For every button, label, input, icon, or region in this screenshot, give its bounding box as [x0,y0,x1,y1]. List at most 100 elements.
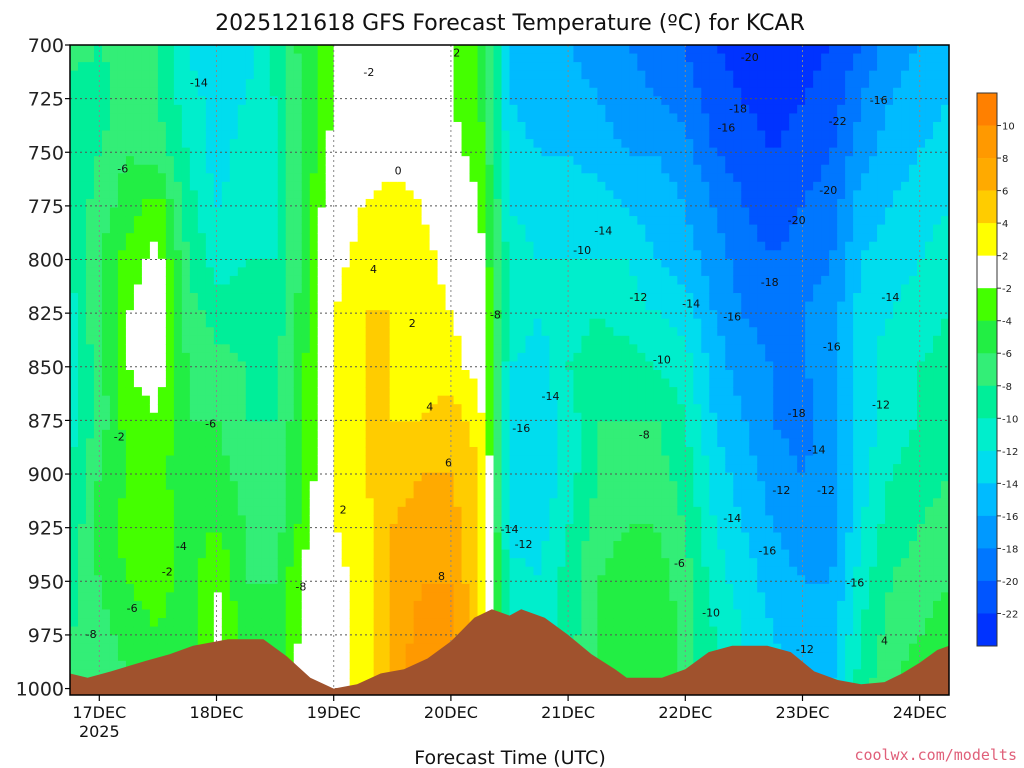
heat-cell [237,233,247,243]
heat-cell [101,404,111,414]
heat-cell [349,506,359,516]
heat-cell [573,395,583,405]
heat-cell [317,233,327,243]
heat-cell [357,532,367,542]
heat-cell [461,207,471,217]
heat-cell [381,87,391,97]
heat-cell [421,156,431,166]
heat-cell [453,301,463,311]
heat-cell [325,669,335,679]
heat-cell [173,318,183,328]
heat-cell [229,45,239,55]
heat-cell [421,412,431,422]
heat-cell [565,53,575,63]
heat-cell [573,387,583,397]
heat-cell [317,335,327,345]
heat-cell [397,113,407,123]
heat-cell [109,130,119,140]
heat-cell [397,489,407,499]
heat-cell [445,250,455,260]
heat-cell [517,113,527,123]
heat-cell [349,104,359,115]
heat-cell [493,438,503,448]
heat-cell [277,121,287,132]
heat-cell [397,566,407,576]
heat-cell [285,404,295,414]
heat-cell [197,472,207,482]
heat-cell [141,87,151,97]
heat-cell [93,267,103,277]
heat-cell [581,387,591,397]
heat-cell [285,635,295,645]
heat-cell [261,70,271,80]
heat-cell [581,284,591,294]
heat-cell [541,378,551,388]
heat-cell [269,121,279,132]
heat-cell [285,566,295,576]
heat-cell [109,378,119,388]
heat-cell [85,275,95,286]
heat-cell [413,515,423,525]
heat-cell [197,489,207,499]
heat-cell [573,523,583,534]
heat-cell [325,310,335,320]
heat-cell [173,498,183,508]
heat-cell [197,412,207,422]
heat-cell [373,121,383,132]
heat-cell [165,387,175,397]
heat-cell [573,275,583,286]
heat-cell [325,592,335,602]
heat-cell [525,464,535,474]
heat-cell [365,190,375,200]
heat-cell [293,421,303,431]
heat-cell [157,635,167,645]
heat-cell [77,96,87,106]
heat-cell [557,541,567,551]
heat-cell [429,472,439,482]
heat-cell [109,250,119,260]
heat-cell [157,421,167,431]
heat-cell [117,506,127,516]
heat-cell [573,156,583,166]
heat-cell [237,310,247,320]
heat-cell [325,464,335,474]
heat-cell [221,70,231,80]
heat-cell [429,164,439,174]
heat-cell [349,549,359,559]
heat-cell [429,532,439,542]
heat-cell [349,293,359,303]
heat-cell [149,190,159,200]
heat-cell [109,438,119,448]
heat-cell [277,515,287,525]
heat-cell [189,566,199,576]
heat-cell [141,575,151,585]
heat-cell [301,472,311,482]
heat-cell [157,198,167,209]
heat-cell [101,626,111,636]
heat-cell [269,549,279,559]
heat-cell [117,62,127,72]
heat-cell [357,53,367,63]
heat-cell [261,583,271,593]
heat-cell [221,592,231,602]
heat-cell [261,566,271,576]
heat-cell [237,600,247,611]
heat-cell [453,121,463,132]
heat-cell [349,481,359,491]
heat-cell [437,481,447,491]
heat-cell [301,609,311,619]
heat-cell [229,558,239,568]
heat-cell [565,600,575,611]
heat-cell [501,395,511,405]
heat-cell [277,481,287,491]
heat-cell [301,412,311,422]
heat-cell [421,438,431,448]
heat-cell [70,301,79,311]
heat-cell [77,455,87,465]
heat-cell [573,489,583,499]
heat-cell [301,79,311,89]
heat-cell [277,147,287,157]
heat-cell [469,70,479,80]
heat-cell [269,275,279,286]
heat-cell [221,310,231,320]
